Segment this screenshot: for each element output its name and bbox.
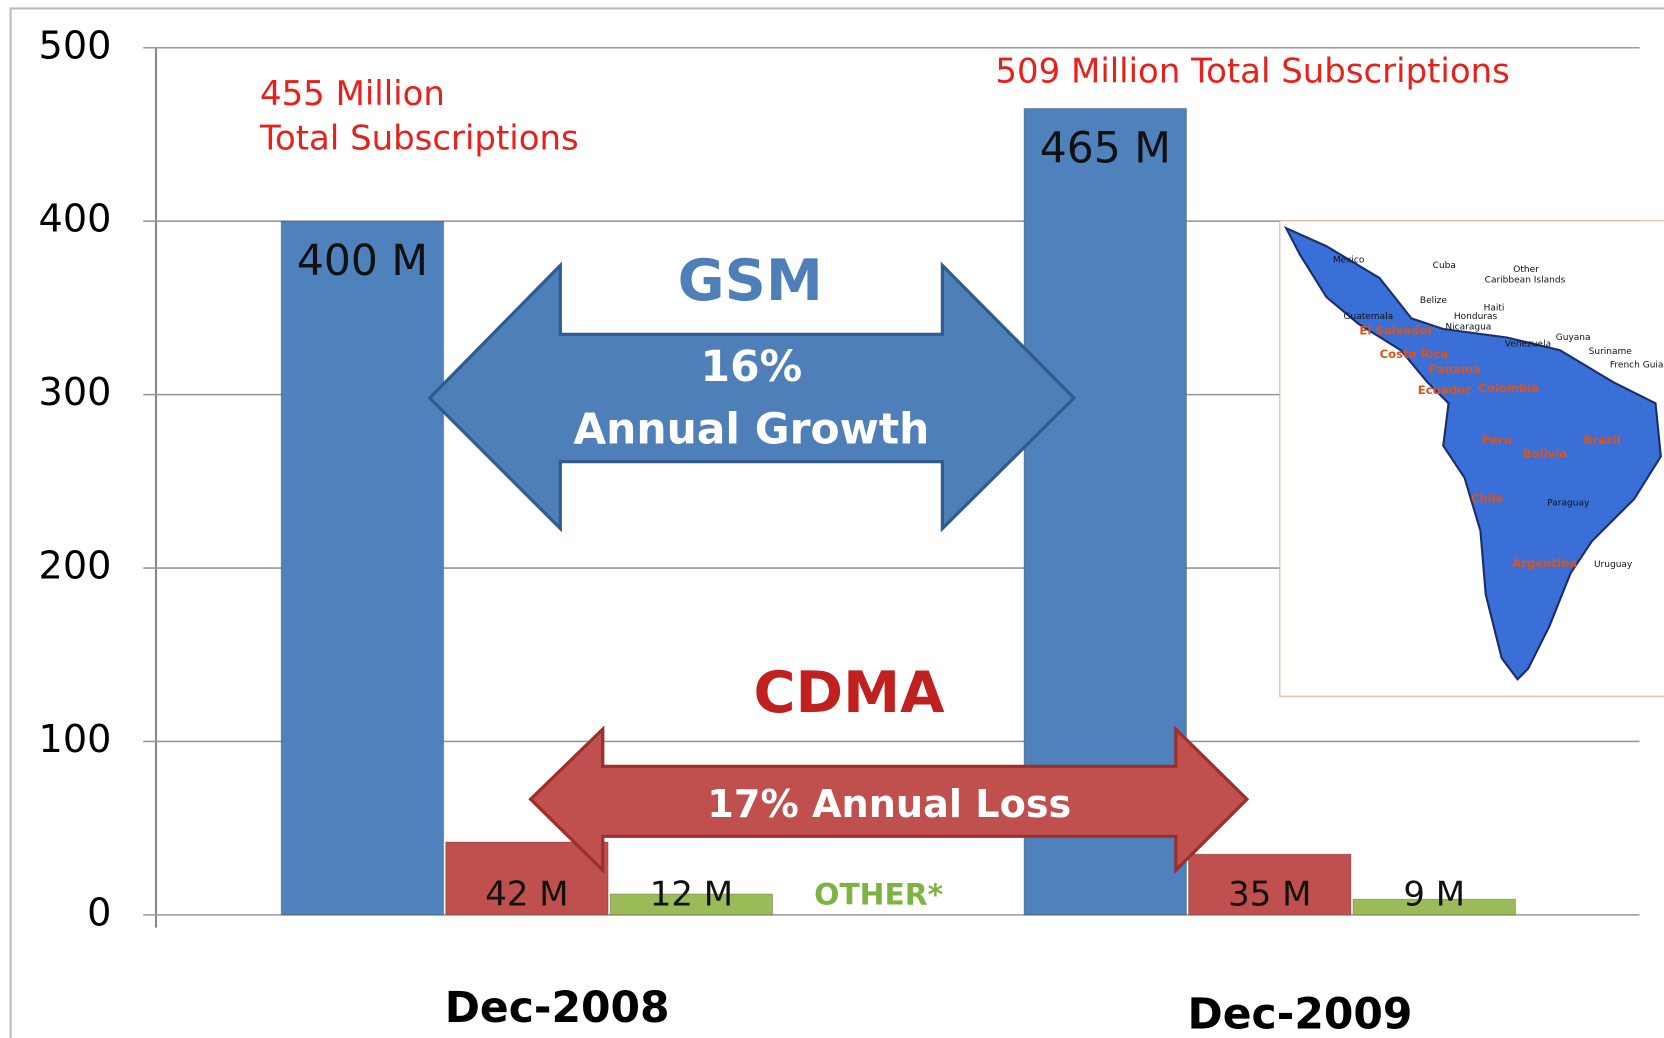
y-tick-label: 100 [39,718,112,762]
map-label: Suriname [1589,347,1633,357]
map-label: Colombia [1478,381,1539,395]
y-tick-label: 400 [39,198,112,242]
map [1279,220,1664,697]
map-label: Guatemala [1344,312,1394,322]
map-label: Caribbean Islands [1485,276,1566,286]
map-label: Uruguay [1594,560,1633,570]
map-label: Nicaragua [1445,322,1491,332]
y-tick-label: 0 [87,891,111,935]
map-label: Mexico [1333,256,1365,266]
y-tick-label: 500 [39,24,112,68]
cdma-arrow [528,725,1250,875]
value-label: 12 M [650,874,733,914]
map-label: Peru [1481,433,1511,447]
map-label: Costa Rica [1380,347,1449,361]
annotation: 17% Annual Loss [707,783,1071,827]
series-name: CDMA [753,659,945,726]
map-label: Other [1513,265,1539,275]
series-name: OTHER* [814,877,943,912]
gsm-arrow [427,261,1077,533]
bar [280,220,445,916]
annotation: 455 Million [260,74,445,114]
map-label: French Guia [1610,361,1664,371]
value-label: 465 M [1040,124,1171,173]
y-tick-label: 300 [39,371,112,415]
annotation: Annual Growth [573,405,929,454]
map-label: Guyana [1556,333,1591,343]
value-label: 35 M [1228,874,1311,914]
series-name: GSM [678,247,823,314]
map-label: El Salvador [1359,324,1433,338]
map-shape [1283,225,1662,681]
value-label: 400 M [297,237,428,286]
map-label: Haiti [1484,303,1505,313]
map-label: Cuba [1433,261,1456,271]
bar [445,841,609,916]
x-tick-label: Dec-2008 [445,984,670,1033]
map-label: Honduras [1454,312,1498,322]
map-label: Panama [1428,362,1480,376]
map-label: Bolivia [1523,447,1567,461]
bar [1188,853,1352,916]
bar [609,893,774,916]
value-label: 9 M [1403,874,1465,914]
annotation: 16% [701,343,803,392]
value-label: 42 M [485,874,568,914]
annotation: 509 Million Total Subscriptions [995,52,1509,92]
map-label: Chile [1471,491,1504,505]
map-label: Paraguay [1547,499,1590,509]
map-label: Ecuador [1418,383,1471,397]
map-label: Brazil [1583,433,1620,447]
y-tick-label: 200 [39,545,112,589]
map-label: Venezuela [1505,339,1551,349]
bar [1352,898,1516,916]
map-label: Argentina [1512,556,1577,570]
annotation: Total Subscriptions [259,119,579,159]
map-label: Belize [1420,296,1447,306]
x-tick-label: Dec-2009 [1188,990,1413,1038]
